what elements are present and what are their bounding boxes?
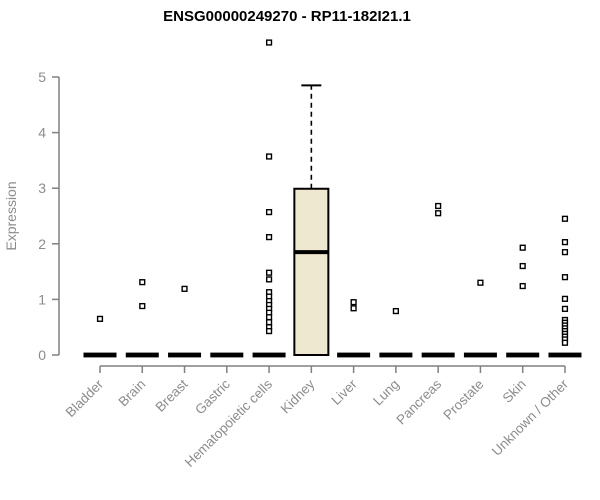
flat-box-bladder: [83, 352, 117, 358]
y-axis-tick-label: 0: [38, 347, 46, 363]
boxplot-marks: [83, 39, 582, 358]
flat-box-pancreas: [421, 352, 455, 358]
y-axis-tick-label: 3: [38, 180, 46, 196]
y-axis-tick-label: 5: [38, 69, 46, 85]
x-axis-category-label: Gastric: [192, 376, 233, 417]
outlier-point-hematopoietic-cells: [265, 234, 273, 241]
outlier-point-hematopoietic-cells: [265, 269, 273, 276]
outlier-point-liver: [350, 305, 357, 312]
outlier-point-bladder: [96, 315, 104, 322]
outlier-point-pancreas: [435, 210, 442, 217]
outlier-point-unknown-other: [561, 305, 569, 312]
outlier-point-brain: [139, 302, 146, 310]
outlier-point-hematopoietic-cells: [265, 39, 273, 46]
outlier-point-unknown-other: [561, 215, 569, 222]
y-axis-label: Expression: [3, 181, 19, 250]
outlier-point-liver: [350, 299, 357, 306]
outlier-point-lung: [392, 307, 399, 315]
x-axis-category-label: Bladder: [63, 376, 107, 420]
flat-box-gastric: [210, 352, 244, 358]
outlier-point-unknown-other: [561, 274, 569, 281]
outlier-point-pancreas: [435, 202, 442, 210]
y-axis-tick-label: 4: [38, 125, 46, 141]
outlier-point-unknown-other: [561, 339, 569, 346]
y-axis-tick-label: 1: [38, 291, 46, 307]
x-axis-category-label: Pancreas: [393, 376, 444, 427]
flat-box-lung: [379, 352, 413, 358]
box-kidney: [293, 187, 330, 356]
outlier-point-brain: [139, 279, 146, 286]
y-axis-tick-label: 2: [38, 236, 46, 252]
outlier-point-unknown-other: [561, 295, 569, 302]
flat-box-prostate: [463, 352, 497, 358]
outlier-point-unknown-other: [561, 249, 569, 256]
outlier-point-hematopoietic-cells: [265, 276, 273, 283]
outlier-point-unknown-other: [561, 239, 569, 246]
x-axis-category-label: Lung: [370, 377, 402, 409]
flat-box-breast: [168, 352, 202, 358]
x-axis-category-label: Kidney: [278, 376, 318, 416]
outlier-point-hematopoietic-cells: [265, 153, 273, 160]
flat-box-unknown-other: [548, 352, 582, 358]
outlier-point-skin: [519, 262, 526, 270]
outlier-point-hematopoietic-cells: [265, 209, 273, 216]
flat-box-brain: [125, 352, 159, 358]
outlier-point-hematopoietic-cells: [265, 319, 273, 326]
x-axis-category-label: Prostate: [440, 377, 486, 423]
flat-box-hematopoietic-cells: [252, 352, 286, 358]
x-axis-category-label: Skin: [500, 377, 529, 406]
outlier-point-prostate: [477, 279, 484, 286]
outlier-point-skin: [519, 282, 526, 290]
outlier-point-skin: [519, 244, 526, 251]
flat-box-liver: [337, 352, 371, 358]
x-axis-category-label: Unknown / Other: [489, 376, 572, 459]
x-axis-category-label: Brain: [115, 377, 148, 410]
x-axis-category-label: Breast: [152, 376, 190, 414]
outlier-point-breast: [181, 285, 188, 292]
x-axis-category-label: Liver: [328, 376, 360, 408]
chart-title: ENSG00000249270 - RP11-182I21.1: [163, 8, 411, 25]
outlier-point-hematopoietic-cells: [265, 314, 273, 321]
flat-box-skin: [506, 352, 540, 358]
outlier-point-hematopoietic-cells: [265, 327, 273, 335]
